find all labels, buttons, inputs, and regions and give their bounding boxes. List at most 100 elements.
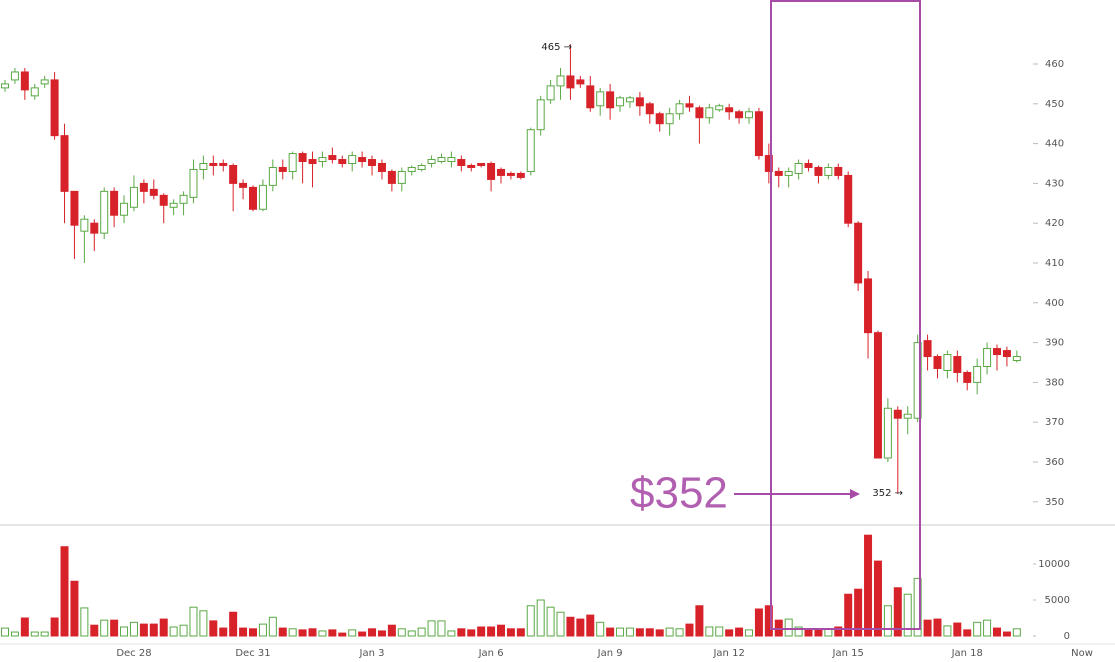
candle-body bbox=[814, 166, 823, 176]
volume-bar bbox=[50, 617, 59, 637]
volume-bar bbox=[814, 629, 823, 637]
volume-tick-label: 0 bbox=[1064, 631, 1070, 642]
volume-bar bbox=[338, 632, 347, 637]
candle-body bbox=[993, 348, 1001, 356]
volume-bar bbox=[526, 605, 535, 637]
candle-body bbox=[933, 356, 942, 369]
volume-tick-label: 5000 bbox=[1045, 595, 1070, 606]
candle-body bbox=[129, 186, 138, 208]
volume-bar bbox=[288, 628, 297, 637]
candle-body bbox=[298, 153, 307, 163]
volume-bar bbox=[318, 630, 327, 637]
volume-bar bbox=[933, 618, 942, 637]
candle-body bbox=[189, 168, 198, 198]
candle-body bbox=[80, 218, 89, 232]
volume-bar bbox=[665, 627, 674, 637]
candle-body bbox=[169, 202, 178, 208]
volume-bar bbox=[705, 626, 714, 637]
max-annotation: 465 → bbox=[541, 42, 572, 53]
volume-bar bbox=[199, 610, 208, 637]
candle-body bbox=[576, 79, 585, 85]
volume-bar bbox=[219, 627, 228, 637]
volume-bar bbox=[487, 626, 496, 637]
volume-bar bbox=[566, 616, 575, 637]
volume-bar bbox=[477, 626, 486, 637]
y-tick-label: 400 bbox=[1045, 298, 1064, 309]
volume-bar bbox=[387, 624, 396, 637]
volume-bar bbox=[655, 629, 664, 637]
volume-bar bbox=[129, 621, 138, 637]
candle-body bbox=[457, 159, 466, 166]
volume-bar bbox=[873, 560, 882, 637]
volume-bar bbox=[189, 606, 198, 637]
volume-bar bbox=[20, 617, 29, 637]
volume-bar bbox=[844, 593, 853, 637]
plot: 350 360 370 380 390 400 410 420 430 440 450 460 0 500… bbox=[1, 44, 1070, 659]
candle-body bbox=[10, 71, 19, 81]
candle-body bbox=[923, 340, 932, 358]
candle-body bbox=[149, 188, 158, 196]
candle-body bbox=[873, 332, 882, 459]
volume-bar bbox=[427, 620, 436, 637]
candle-body bbox=[447, 157, 456, 163]
candle-body bbox=[60, 135, 69, 192]
candle-body bbox=[30, 87, 39, 97]
volume-bar bbox=[556, 611, 565, 637]
y-tick-label: 440 bbox=[1045, 139, 1064, 150]
candle-body bbox=[397, 170, 406, 184]
candle-body bbox=[566, 75, 575, 89]
volume-bar bbox=[467, 629, 476, 637]
candle-body bbox=[834, 166, 843, 176]
volume-bar bbox=[447, 630, 456, 637]
candle-body bbox=[983, 348, 992, 367]
candle-body bbox=[705, 107, 714, 119]
candle-body bbox=[854, 222, 863, 284]
candle-body bbox=[70, 190, 79, 226]
candle-body bbox=[764, 155, 773, 172]
x-tick-label: Dec 31 bbox=[235, 648, 270, 659]
candle-body bbox=[616, 97, 625, 107]
candle-body bbox=[963, 371, 972, 383]
x-end-label: Now bbox=[1071, 648, 1093, 659]
candle-body bbox=[328, 155, 337, 161]
volume-bar bbox=[249, 628, 257, 637]
volume-bar bbox=[278, 627, 287, 637]
candle-body bbox=[318, 157, 327, 163]
candle-body bbox=[278, 166, 287, 172]
volume-bar bbox=[368, 628, 377, 637]
volume-bar bbox=[239, 627, 248, 637]
volume-bar bbox=[725, 629, 734, 637]
candle-body bbox=[427, 159, 436, 165]
y-tick-label: 390 bbox=[1045, 338, 1064, 349]
candle-body bbox=[139, 182, 148, 192]
volume-bar bbox=[864, 534, 873, 637]
candle-body bbox=[844, 174, 853, 224]
candle-body bbox=[1, 83, 9, 89]
volume-bar bbox=[645, 628, 654, 637]
volume-bar bbox=[913, 577, 922, 637]
volume-bar bbox=[497, 624, 505, 637]
volume-bar bbox=[735, 627, 744, 637]
volume-bar bbox=[675, 628, 684, 637]
candle-body bbox=[635, 97, 644, 107]
volume-bar bbox=[923, 619, 932, 637]
y-tick-label: 360 bbox=[1045, 457, 1064, 468]
y-tick-label: 370 bbox=[1045, 417, 1064, 428]
volume-bar bbox=[745, 629, 753, 637]
volume-bar bbox=[110, 619, 119, 637]
volume-bar bbox=[30, 631, 39, 637]
candle-body bbox=[665, 113, 674, 125]
volume-bar bbox=[715, 626, 724, 637]
candle-body bbox=[745, 111, 753, 119]
candle-body bbox=[308, 159, 317, 165]
candle-body bbox=[407, 166, 416, 172]
volume-bar bbox=[596, 621, 605, 637]
candle-body bbox=[546, 85, 555, 101]
candle-body bbox=[338, 159, 347, 165]
y-tick-label: 420 bbox=[1045, 218, 1064, 229]
candle-body bbox=[695, 107, 704, 119]
volume-bar bbox=[308, 628, 317, 637]
volume-bar bbox=[764, 605, 773, 637]
volume-bar bbox=[506, 628, 515, 637]
candle-body bbox=[685, 103, 694, 108]
